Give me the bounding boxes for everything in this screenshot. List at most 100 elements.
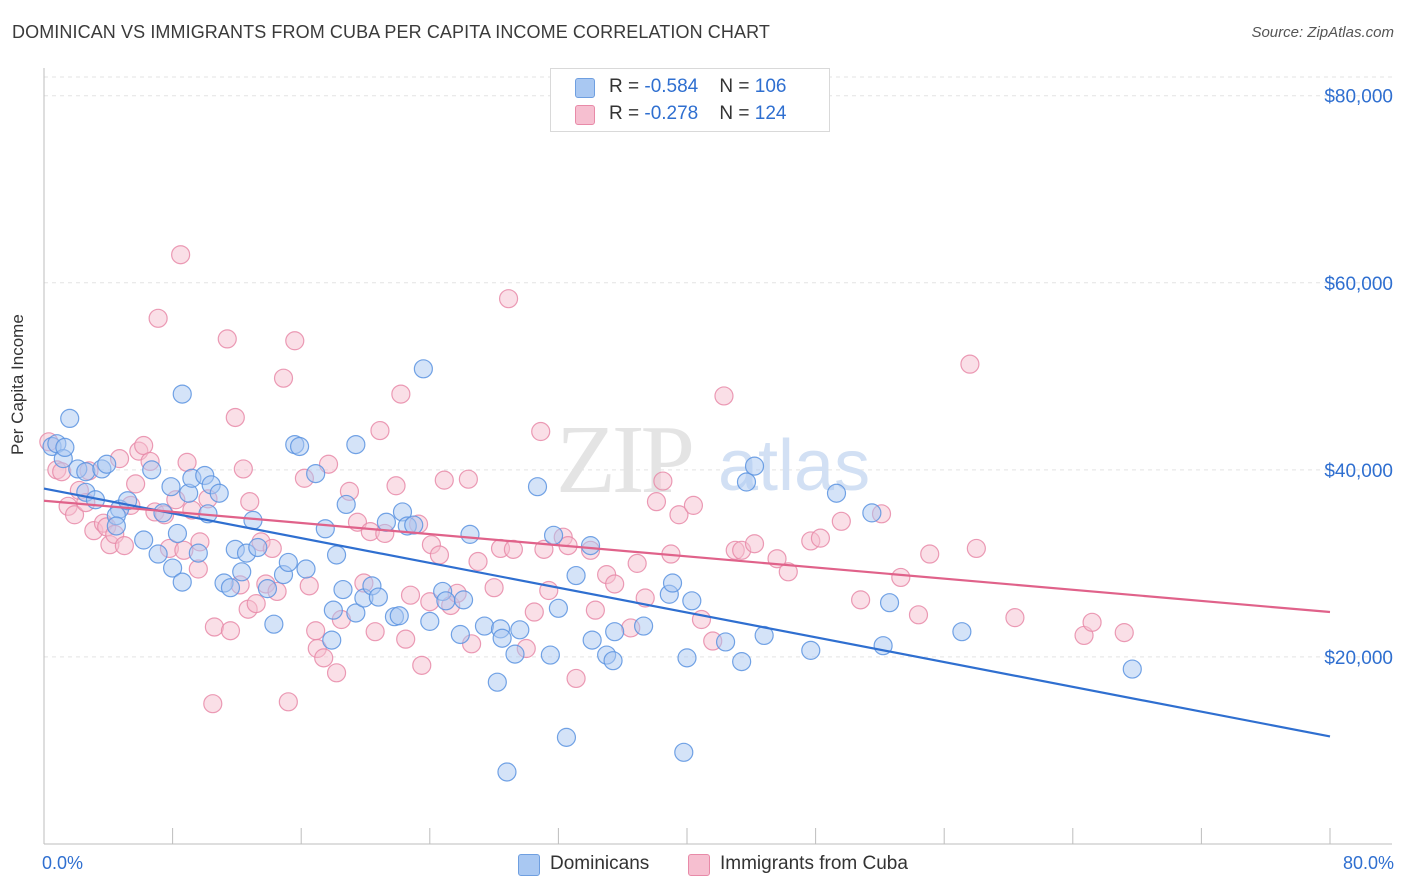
data-point [778, 562, 798, 582]
data-point [487, 672, 507, 692]
y-tick-label: $20,000 [1324, 648, 1393, 669]
data-point [744, 456, 765, 476]
data-point [148, 308, 168, 328]
data-point [879, 593, 900, 613]
data-point [683, 495, 704, 515]
data-point [148, 544, 168, 564]
data-point [299, 576, 319, 596]
data-point [662, 573, 683, 593]
data-point [960, 354, 980, 374]
data-point [505, 644, 525, 664]
data-point [172, 384, 192, 404]
data-point [97, 454, 117, 474]
data-point [585, 600, 605, 620]
data-point [404, 515, 424, 535]
data-point [306, 463, 326, 484]
data-point [677, 648, 697, 668]
data-point [209, 483, 229, 503]
y-axis-label: Per Capita Income [8, 314, 27, 455]
data-point [920, 544, 940, 564]
data-point [389, 606, 409, 626]
data-point [646, 492, 667, 512]
data-point [55, 437, 75, 458]
data-point [831, 511, 851, 531]
legend-n-value: 106 [754, 76, 787, 97]
data-point [346, 603, 366, 623]
data-point [582, 630, 602, 650]
legend-r-value: -0.278 [644, 103, 699, 124]
data-point [810, 528, 831, 548]
data-point [453, 590, 474, 610]
data-point [674, 742, 694, 762]
data-point [474, 616, 495, 636]
x-tick-min: 0.0% [42, 853, 84, 873]
data-point [64, 505, 85, 525]
data-point [220, 578, 241, 598]
data-point [460, 524, 480, 544]
data-point [429, 545, 450, 565]
data-point [605, 574, 625, 594]
legend-swatch-cuba [575, 105, 595, 125]
legend-r-label: R = [609, 103, 645, 124]
data-point [323, 600, 343, 620]
data-point [171, 245, 191, 265]
data-point [134, 530, 154, 550]
data-point [315, 519, 335, 539]
data-point [603, 651, 623, 671]
data-point [396, 629, 416, 649]
data-point [273, 368, 294, 388]
data-point [163, 558, 183, 578]
data-point [566, 668, 586, 689]
data-point [285, 331, 305, 351]
data-point [420, 611, 440, 631]
x-tick-max: 80.0% [1342, 853, 1394, 873]
data-point [653, 471, 673, 491]
data-point [142, 460, 162, 480]
data-point [605, 622, 625, 642]
data-point [801, 640, 821, 660]
data-point [248, 537, 268, 558]
data-point [240, 492, 260, 512]
data-point [497, 762, 517, 782]
data-point [492, 628, 512, 648]
data-point [682, 591, 702, 611]
data-point [278, 692, 298, 712]
data-point [326, 545, 347, 565]
data-point [386, 476, 406, 496]
data-point [503, 539, 523, 559]
data-point [744, 534, 765, 554]
data-point [391, 384, 411, 404]
data-point [531, 421, 551, 442]
data-point [1005, 608, 1025, 628]
data-point [1082, 612, 1102, 632]
data-point [370, 420, 390, 441]
legend-n-value: 124 [754, 103, 787, 124]
data-point [412, 655, 432, 675]
data-point [548, 598, 569, 618]
data-point [908, 605, 929, 625]
bottom-legend-label: Immigrants from Cuba [720, 853, 908, 874]
data-point [233, 459, 253, 479]
data-point [434, 470, 454, 490]
data-point [1114, 623, 1134, 643]
data-point [318, 454, 339, 474]
data-point [468, 551, 488, 572]
data-point [458, 469, 478, 489]
bottom-legend-label: Dominicans [550, 853, 650, 874]
data-point [333, 579, 353, 600]
data-point [326, 663, 347, 683]
data-point [232, 562, 252, 582]
data-point [177, 452, 197, 472]
data-point [714, 386, 734, 406]
watermark-zip: ZIP [556, 406, 691, 514]
source-label: Source: ZipAtlas.com [1251, 24, 1394, 41]
axes [43, 68, 1392, 845]
data-point [322, 630, 342, 650]
trend-line-cuba [43, 499, 1331, 614]
data-point [188, 543, 208, 563]
data-point [556, 727, 577, 747]
data-point [862, 503, 882, 523]
data-point [126, 474, 146, 494]
y-tick-label: $80,000 [1324, 87, 1393, 108]
